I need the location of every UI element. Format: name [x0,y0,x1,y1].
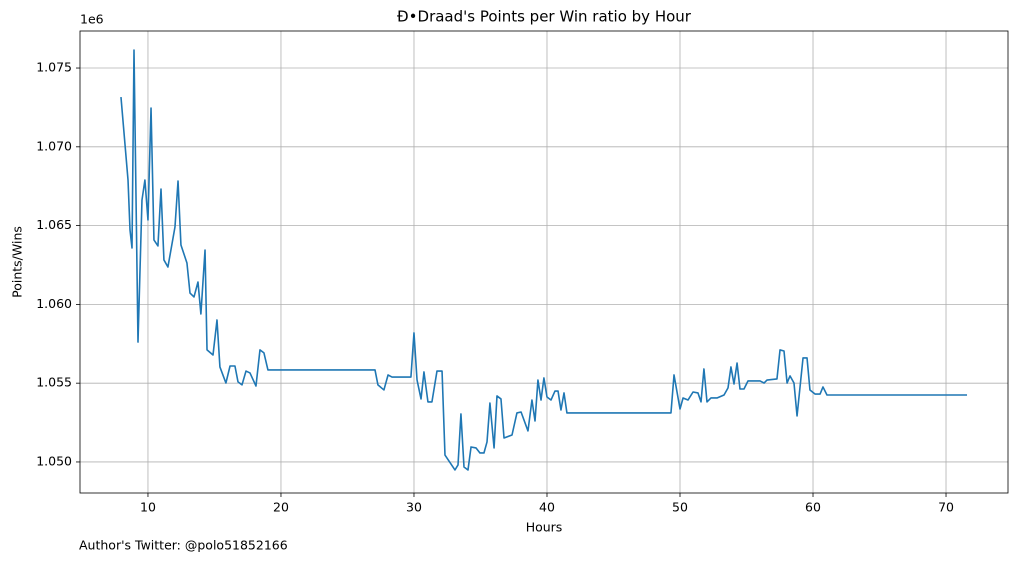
y-tick-label: 1.055 [36,375,72,390]
x-axis-label: Hours [526,520,563,535]
x-tick-label: 10 [140,500,156,515]
footnote: Author's Twitter: @polo51852166 [79,538,288,553]
chart-title: Ð•Draad's Points per Win ratio by Hour [397,8,692,26]
y-tick-label: 1.065 [36,217,72,232]
y-tick-label: 1.050 [36,453,72,468]
x-tick-label: 50 [672,500,688,515]
x-tick-label: 40 [539,500,555,515]
x-tick-label: 30 [406,500,422,515]
y-axis-label: Points/Wins [10,226,25,298]
x-tick-label: 60 [805,500,821,515]
y-offset-label: 1e6 [80,12,104,27]
x-tick-label: 20 [273,500,289,515]
y-tick-label: 1.075 [36,60,72,75]
y-tick-label: 1.060 [36,296,72,311]
x-tick-label: 70 [938,500,954,515]
plot-frame [79,30,1009,494]
y-tick-label: 1.070 [36,138,72,153]
data-line [120,49,968,471]
